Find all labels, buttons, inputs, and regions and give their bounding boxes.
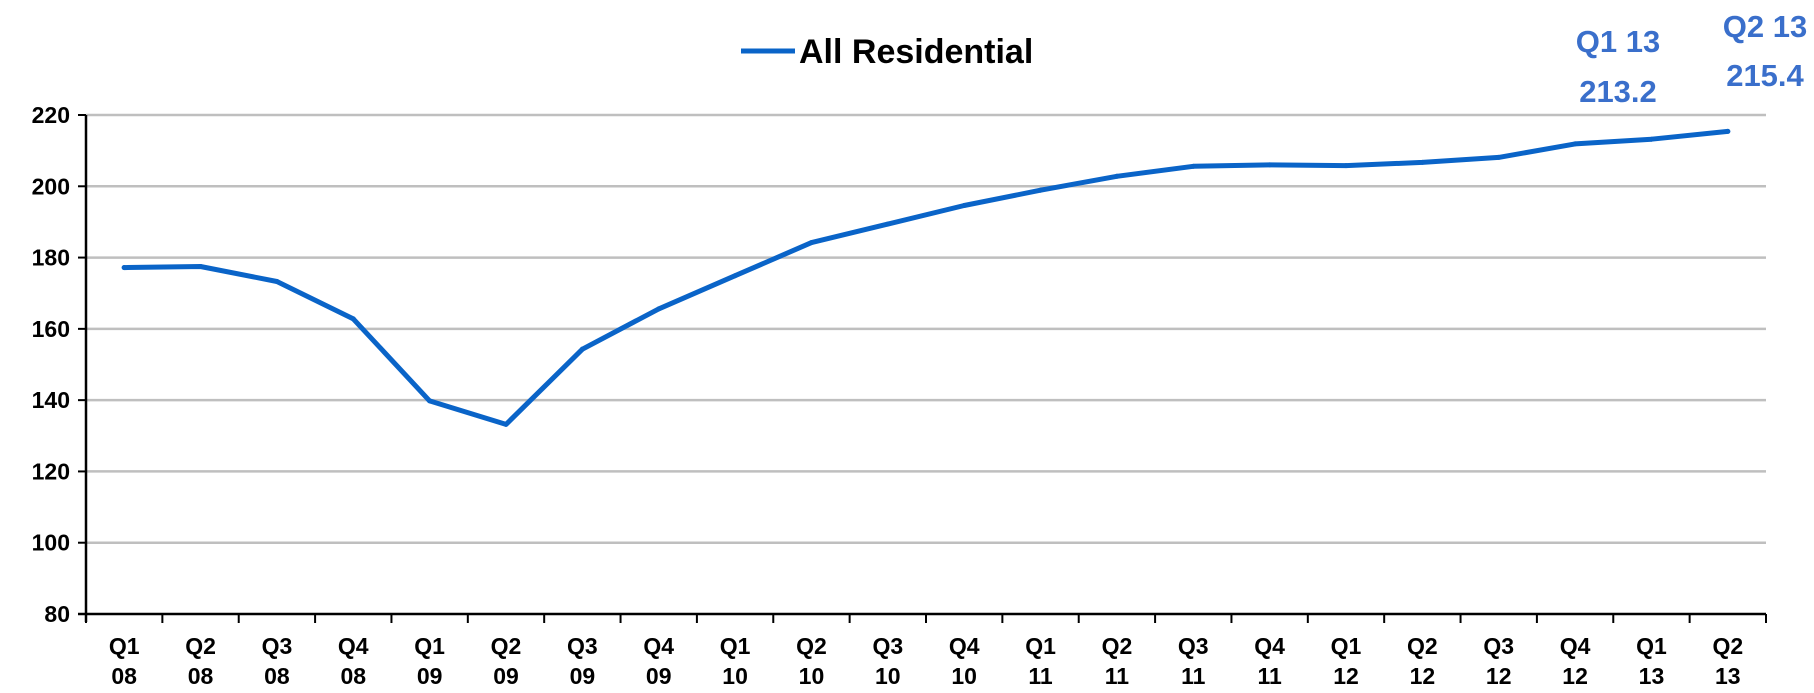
x-tick-label-quarter: Q2: [1407, 633, 1438, 659]
x-tick-label-quarter: Q1: [1636, 633, 1667, 659]
y-tick-label: 100: [32, 530, 70, 556]
x-tick-label-year: 10: [875, 663, 901, 689]
data-point: [1725, 128, 1731, 134]
x-tick-label-year: 08: [111, 663, 137, 689]
x-tick-label-quarter: Q1: [720, 633, 751, 659]
data-point: [1343, 163, 1349, 169]
x-tick-label-quarter: Q1: [1025, 633, 1056, 659]
data-point: [121, 265, 127, 271]
data-point: [350, 316, 356, 322]
x-tick-label-year: 09: [646, 663, 672, 689]
y-tick-label: 200: [32, 173, 70, 199]
x-tick-label-quarter: Q4: [643, 633, 674, 659]
x-tick-label-quarter: Q2: [1712, 633, 1743, 659]
y-tick-labels: 80 100 120 140 160 180 200 220: [32, 102, 70, 627]
data-point: [1419, 159, 1425, 165]
x-tick-label-quarter: Q4: [338, 633, 369, 659]
x-tick-label-quarter: Q2: [1102, 633, 1133, 659]
x-tick-label-year: 08: [188, 663, 214, 689]
data-point: [1496, 154, 1502, 160]
x-tick-label-year: 13: [1639, 663, 1665, 689]
x-tick-label-year: 12: [1333, 663, 1359, 689]
y-tick-label: 160: [32, 316, 70, 342]
x-tick-label-year: 12: [1410, 663, 1436, 689]
data-point: [1190, 163, 1196, 169]
x-tick-label-quarter: Q1: [414, 633, 445, 659]
legend-label: All Residential: [799, 33, 1033, 71]
x-tick-label-year: 08: [264, 663, 290, 689]
x-tick-label-quarter: Q4: [1560, 633, 1591, 659]
series-lines: [121, 128, 1731, 427]
data-point: [1267, 162, 1273, 168]
y-tick-label: 180: [32, 245, 70, 271]
y-tick-label: 220: [32, 102, 70, 128]
data-point: [1114, 173, 1120, 179]
data-point: [427, 398, 433, 404]
series-line: [121, 128, 1731, 427]
x-tick-label-quarter: Q2: [796, 633, 827, 659]
data-point: [198, 263, 204, 269]
x-tick-label-year: 10: [951, 663, 977, 689]
x-tick-label-year: 09: [417, 663, 443, 689]
x-tick-label-quarter: Q4: [949, 633, 980, 659]
gridlines: [86, 113, 1766, 544]
x-tick-label-year: 09: [570, 663, 596, 689]
x-tick-label-quarter: Q3: [1483, 633, 1514, 659]
x-tick-label-year: 08: [340, 663, 366, 689]
x-tick-label-year: 10: [799, 663, 825, 689]
data-point: [732, 273, 738, 279]
data-point: [1648, 136, 1654, 142]
x-tick-label-quarter: Q1: [109, 633, 140, 659]
x-tick-label-year: 11: [1257, 663, 1282, 689]
x-tick-label-year: 12: [1486, 663, 1512, 689]
x-tick-labels: Q1 08 Q2 08 Q3 08 Q4 08 Q1 09 Q2 09 Q3 09 Q4 09 Q1 10 Q2 10…: [109, 633, 1743, 689]
x-tick-label-quarter: Q3: [567, 633, 598, 659]
data-point: [885, 221, 891, 227]
x-tick-label-year: 12: [1562, 663, 1588, 689]
y-tick-label: 80: [44, 601, 70, 627]
x-tick-label-quarter: Q3: [872, 633, 903, 659]
axes: [78, 114, 1767, 623]
x-tick-label-quarter: Q3: [262, 633, 293, 659]
data-point: [808, 240, 814, 246]
x-tick-label-year: 11: [1181, 663, 1206, 689]
annotation-label: Q2 13: [1723, 9, 1807, 44]
data-point: [274, 278, 280, 284]
x-tick-label-year: 13: [1715, 663, 1741, 689]
x-tick-label-year: 09: [493, 663, 519, 689]
data-point: [961, 203, 967, 209]
x-tick-label-quarter: Q2: [491, 633, 522, 659]
x-tick-label-quarter: Q4: [1254, 633, 1285, 659]
legend: All Residential: [741, 33, 1033, 71]
x-tick-label-quarter: Q3: [1178, 633, 1209, 659]
annotation-value: 213.2: [1579, 74, 1657, 109]
annotation-value: 215.4: [1726, 58, 1804, 93]
annotation-label: Q1 13: [1576, 24, 1660, 59]
y-tick-label: 140: [32, 387, 70, 413]
x-tick-label-quarter: Q2: [185, 633, 216, 659]
x-tick-label-quarter: Q1: [1331, 633, 1362, 659]
data-point: [1572, 141, 1578, 147]
x-tick-label-year: 10: [722, 663, 748, 689]
data-point: [579, 346, 585, 352]
data-point: [656, 306, 662, 312]
x-tick-label-year: 11: [1028, 663, 1053, 689]
x-tick-label-year: 11: [1105, 663, 1130, 689]
y-tick-label: 120: [32, 458, 70, 484]
data-point: [503, 421, 509, 427]
data-point: [1038, 187, 1044, 193]
annotations: Q1 13 213.2 Q2 13 215.4: [1576, 9, 1807, 109]
